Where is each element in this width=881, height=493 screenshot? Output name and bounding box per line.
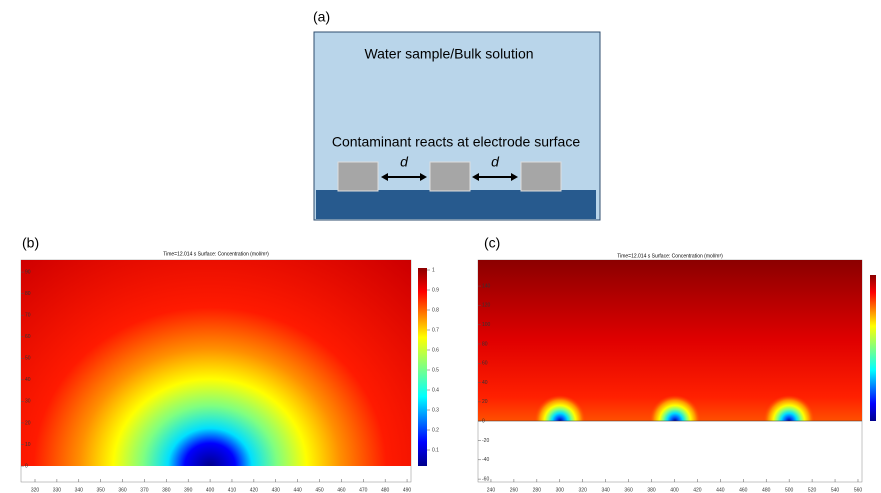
bulk-label: Water sample/Bulk solution — [364, 46, 533, 62]
x-tick-label: 540 — [831, 487, 840, 493]
x-tick-label: 400 — [206, 487, 215, 493]
panel-label: (b) — [22, 235, 39, 251]
surface-label: Contaminant reacts at electrode surface — [332, 134, 580, 150]
x-tick-label: 450 — [315, 487, 324, 493]
x-tick-label: 470 — [359, 487, 368, 493]
colorbar-tick-label: 0.8 — [432, 307, 439, 313]
x-tick-label: 360 — [118, 487, 127, 493]
x-tick-label: 280 — [533, 487, 542, 493]
y-tick-label: 20 — [482, 399, 488, 405]
y-tick-label: 120 — [482, 303, 491, 309]
x-tick-label: 520 — [808, 487, 817, 493]
x-tick-label: 380 — [162, 487, 171, 493]
electrode — [520, 161, 562, 192]
y-tick-label: 0 — [25, 463, 28, 469]
y-tick-label: 80 — [482, 341, 488, 347]
y-tick-label: 20 — [25, 420, 31, 426]
x-tick-label: 370 — [140, 487, 149, 493]
x-tick-label: 320 — [579, 487, 588, 493]
colorbar-tick-label: 0.1 — [432, 447, 439, 453]
gap-arrows — [381, 173, 518, 181]
x-tick-label: 420 — [250, 487, 259, 493]
y-tick-label: 80 — [25, 291, 31, 297]
y-tick-label: 40 — [482, 380, 488, 386]
x-tick-label: 390 — [184, 487, 193, 493]
x-tick-label: 480 — [381, 487, 390, 493]
gap-label: d — [400, 154, 409, 170]
x-tick-label: 560 — [854, 487, 863, 493]
y-tick-label: 140 — [482, 283, 491, 289]
x-tick-label: 410 — [228, 487, 237, 493]
x-tick-label: 430 — [272, 487, 281, 493]
colorbar-tick-label: 0.3 — [432, 407, 439, 413]
colorbar — [418, 268, 427, 466]
y-tick-label: -40 — [482, 457, 489, 463]
y-tick-label: 10 — [25, 442, 31, 448]
colorbar-tick-label: 1 — [432, 267, 435, 273]
y-tick-label: 50 — [25, 356, 31, 362]
x-tick-label: 340 — [601, 487, 610, 493]
plot-title: Time=12.014 s Surface: Concentration (mo… — [617, 253, 723, 259]
x-tick-label: 300 — [556, 487, 565, 493]
panel-label: (a) — [313, 9, 330, 25]
x-tick-label: 320 — [31, 487, 40, 493]
colorbar-tick-label: 0.2 — [432, 427, 439, 433]
panel-label: (c) — [484, 235, 500, 251]
x-tick-label: 240 — [487, 487, 496, 493]
y-tick-label: -20 — [482, 438, 489, 444]
x-tick-label: 260 — [510, 487, 519, 493]
x-tick-label: 330 — [53, 487, 62, 493]
y-tick-label: 70 — [25, 313, 31, 319]
y-tick-label: -60 — [482, 476, 489, 482]
x-tick-label: 490 — [403, 487, 412, 493]
colorbar — [870, 275, 876, 421]
electrode — [337, 161, 379, 192]
y-tick-label: 100 — [482, 322, 491, 328]
x-tick-label: 500 — [785, 487, 794, 493]
y-tick-label: 40 — [25, 377, 31, 383]
plot-title: Time=12.014 s Surface: Concentration (mo… — [163, 251, 269, 257]
concentration-field — [21, 260, 411, 466]
y-tick-label: 60 — [482, 361, 488, 367]
x-tick-label: 340 — [75, 487, 84, 493]
concentration-field — [478, 260, 862, 421]
x-tick-label: 440 — [716, 487, 725, 493]
y-tick-label: 30 — [25, 399, 31, 405]
x-tick-label: 480 — [762, 487, 771, 493]
electrode-substrate — [316, 190, 596, 219]
x-tick-label: 460 — [337, 487, 346, 493]
x-tick-label: 460 — [739, 487, 748, 493]
colorbar-tick-label: 0.4 — [432, 387, 439, 393]
colorbar-tick-label: 0.6 — [432, 347, 439, 353]
x-tick-label: 380 — [647, 487, 656, 493]
y-tick-label: 60 — [25, 334, 31, 340]
x-tick-label: 420 — [693, 487, 702, 493]
x-tick-label: 350 — [96, 487, 105, 493]
colorbar-tick-label: 0.7 — [432, 327, 439, 333]
y-tick-label: 0 — [482, 419, 485, 425]
x-tick-label: 400 — [670, 487, 679, 493]
colorbar-tick-label: 0.5 — [432, 367, 439, 373]
y-tick-label: 90 — [25, 269, 31, 275]
gap-label: d — [491, 154, 500, 170]
x-tick-label: 360 — [624, 487, 633, 493]
x-tick-label: 440 — [293, 487, 302, 493]
electrode — [429, 161, 471, 192]
colorbar-tick-label: 0.9 — [432, 287, 439, 293]
